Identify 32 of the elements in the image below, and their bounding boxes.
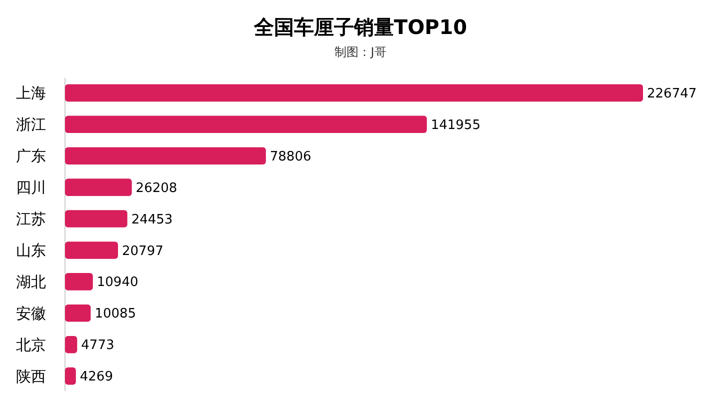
data-label: 10940 bbox=[96, 275, 138, 290]
bar bbox=[65, 242, 118, 259]
bar bbox=[65, 336, 78, 354]
data-label: 26208 bbox=[136, 180, 178, 196]
bar bbox=[65, 84, 643, 102]
data-label: 141955 bbox=[430, 118, 480, 133]
bar bbox=[65, 210, 128, 228]
y-tick-label: 安徽 bbox=[16, 304, 46, 322]
y-tick-label: 江苏 bbox=[16, 210, 46, 228]
chart-subtitle: 制图：J哥 bbox=[334, 45, 386, 59]
y-tick-label: 广东 bbox=[16, 147, 46, 166]
data-label: 20797 bbox=[122, 244, 164, 259]
data-label: 4269 bbox=[80, 370, 113, 385]
chart-title: 全国车厘子销量TOP10 bbox=[252, 15, 468, 39]
y-tick-label: 北京 bbox=[16, 336, 46, 354]
y-tick-label: 四川 bbox=[16, 178, 46, 197]
bar bbox=[65, 178, 132, 196]
y-tick-label: 湖北 bbox=[16, 272, 46, 291]
data-label: 24453 bbox=[131, 212, 173, 228]
y-tick-label: 浙江 bbox=[16, 116, 46, 134]
data-label: 4773 bbox=[81, 338, 114, 354]
y-tick-label: 陕西 bbox=[16, 367, 46, 386]
bar bbox=[65, 116, 427, 134]
bar bbox=[65, 304, 91, 322]
bar bbox=[65, 273, 93, 290]
bar bbox=[65, 147, 266, 165]
bar bbox=[65, 367, 76, 385]
y-tick-label: 山东 bbox=[16, 241, 46, 260]
y-tick-label: 上海 bbox=[16, 84, 46, 102]
data-label: 10085 bbox=[94, 306, 136, 322]
data-label: 78806 bbox=[270, 149, 312, 164]
data-label: 226747 bbox=[647, 86, 697, 102]
